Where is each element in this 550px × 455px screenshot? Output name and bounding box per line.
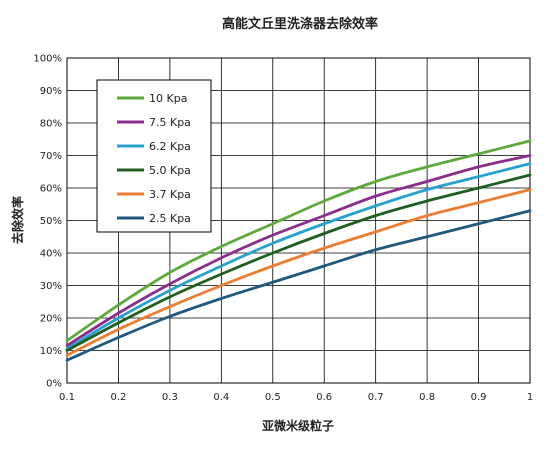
x-tick-label: 0.6 bbox=[316, 392, 332, 403]
legend-label: 2.5 Kpa bbox=[149, 212, 191, 225]
x-tick-label: 0.2 bbox=[110, 392, 126, 403]
y-tick-label: 50% bbox=[40, 216, 62, 227]
y-tick-label: 70% bbox=[40, 151, 62, 162]
legend-box bbox=[96, 79, 212, 233]
x-tick-label: 0.4 bbox=[213, 392, 229, 403]
x-tick-label: 0.1 bbox=[59, 392, 75, 403]
y-tick-label: 40% bbox=[40, 249, 62, 260]
y-tick-label: 10% bbox=[40, 346, 62, 357]
x-axis-title: 亚微米级粒子 bbox=[262, 418, 334, 433]
y-axis-title: 去除效率 bbox=[10, 196, 25, 244]
y-tick-label: 20% bbox=[40, 314, 62, 325]
y-tick-label: 0% bbox=[46, 379, 62, 390]
x-tick-label: 0.9 bbox=[471, 392, 487, 403]
x-tick-label: 0.5 bbox=[265, 392, 281, 403]
legend-label: 3.7 Kpa bbox=[149, 188, 191, 201]
y-tick-label: 100% bbox=[33, 54, 62, 65]
y-tick-label: 60% bbox=[40, 184, 62, 195]
series-line-2 bbox=[65, 162, 532, 351]
x-tick-label: 0.7 bbox=[368, 392, 384, 403]
series-line-5 bbox=[65, 209, 532, 362]
tick-layer: 0% 10% 20% 30% 40% 50% 60% 70% 80% 90% 100% 0.1 0.2 0… bbox=[33, 54, 533, 404]
legend: 10 Kpa 7.5 Kpa 6.2 Kpa 5.0 Kpa 3.7 Kpa 2.5 Kp… bbox=[96, 79, 212, 233]
y-tick-label: 90% bbox=[40, 86, 62, 97]
x-tick-label: 0.3 bbox=[162, 392, 178, 403]
legend-label: 5.0 Kpa bbox=[149, 164, 191, 177]
series-line-1 bbox=[65, 154, 532, 348]
x-tick-label: 1 bbox=[527, 392, 533, 403]
legend-label: 7.5 Kpa bbox=[149, 116, 191, 129]
legend-label: 6.2 Kpa bbox=[149, 140, 191, 153]
y-tick-label: 30% bbox=[40, 281, 62, 292]
legend-label: 10 Kpa bbox=[149, 92, 187, 105]
chart-title: 高能文丘里洗涤器去除效率 bbox=[222, 16, 378, 32]
series-line-3 bbox=[65, 173, 532, 352]
series-line-4 bbox=[65, 188, 532, 357]
y-tick-label: 80% bbox=[40, 119, 62, 130]
x-tick-label: 0.8 bbox=[419, 392, 435, 403]
series-line-0 bbox=[65, 139, 532, 343]
series-layer bbox=[65, 139, 532, 362]
